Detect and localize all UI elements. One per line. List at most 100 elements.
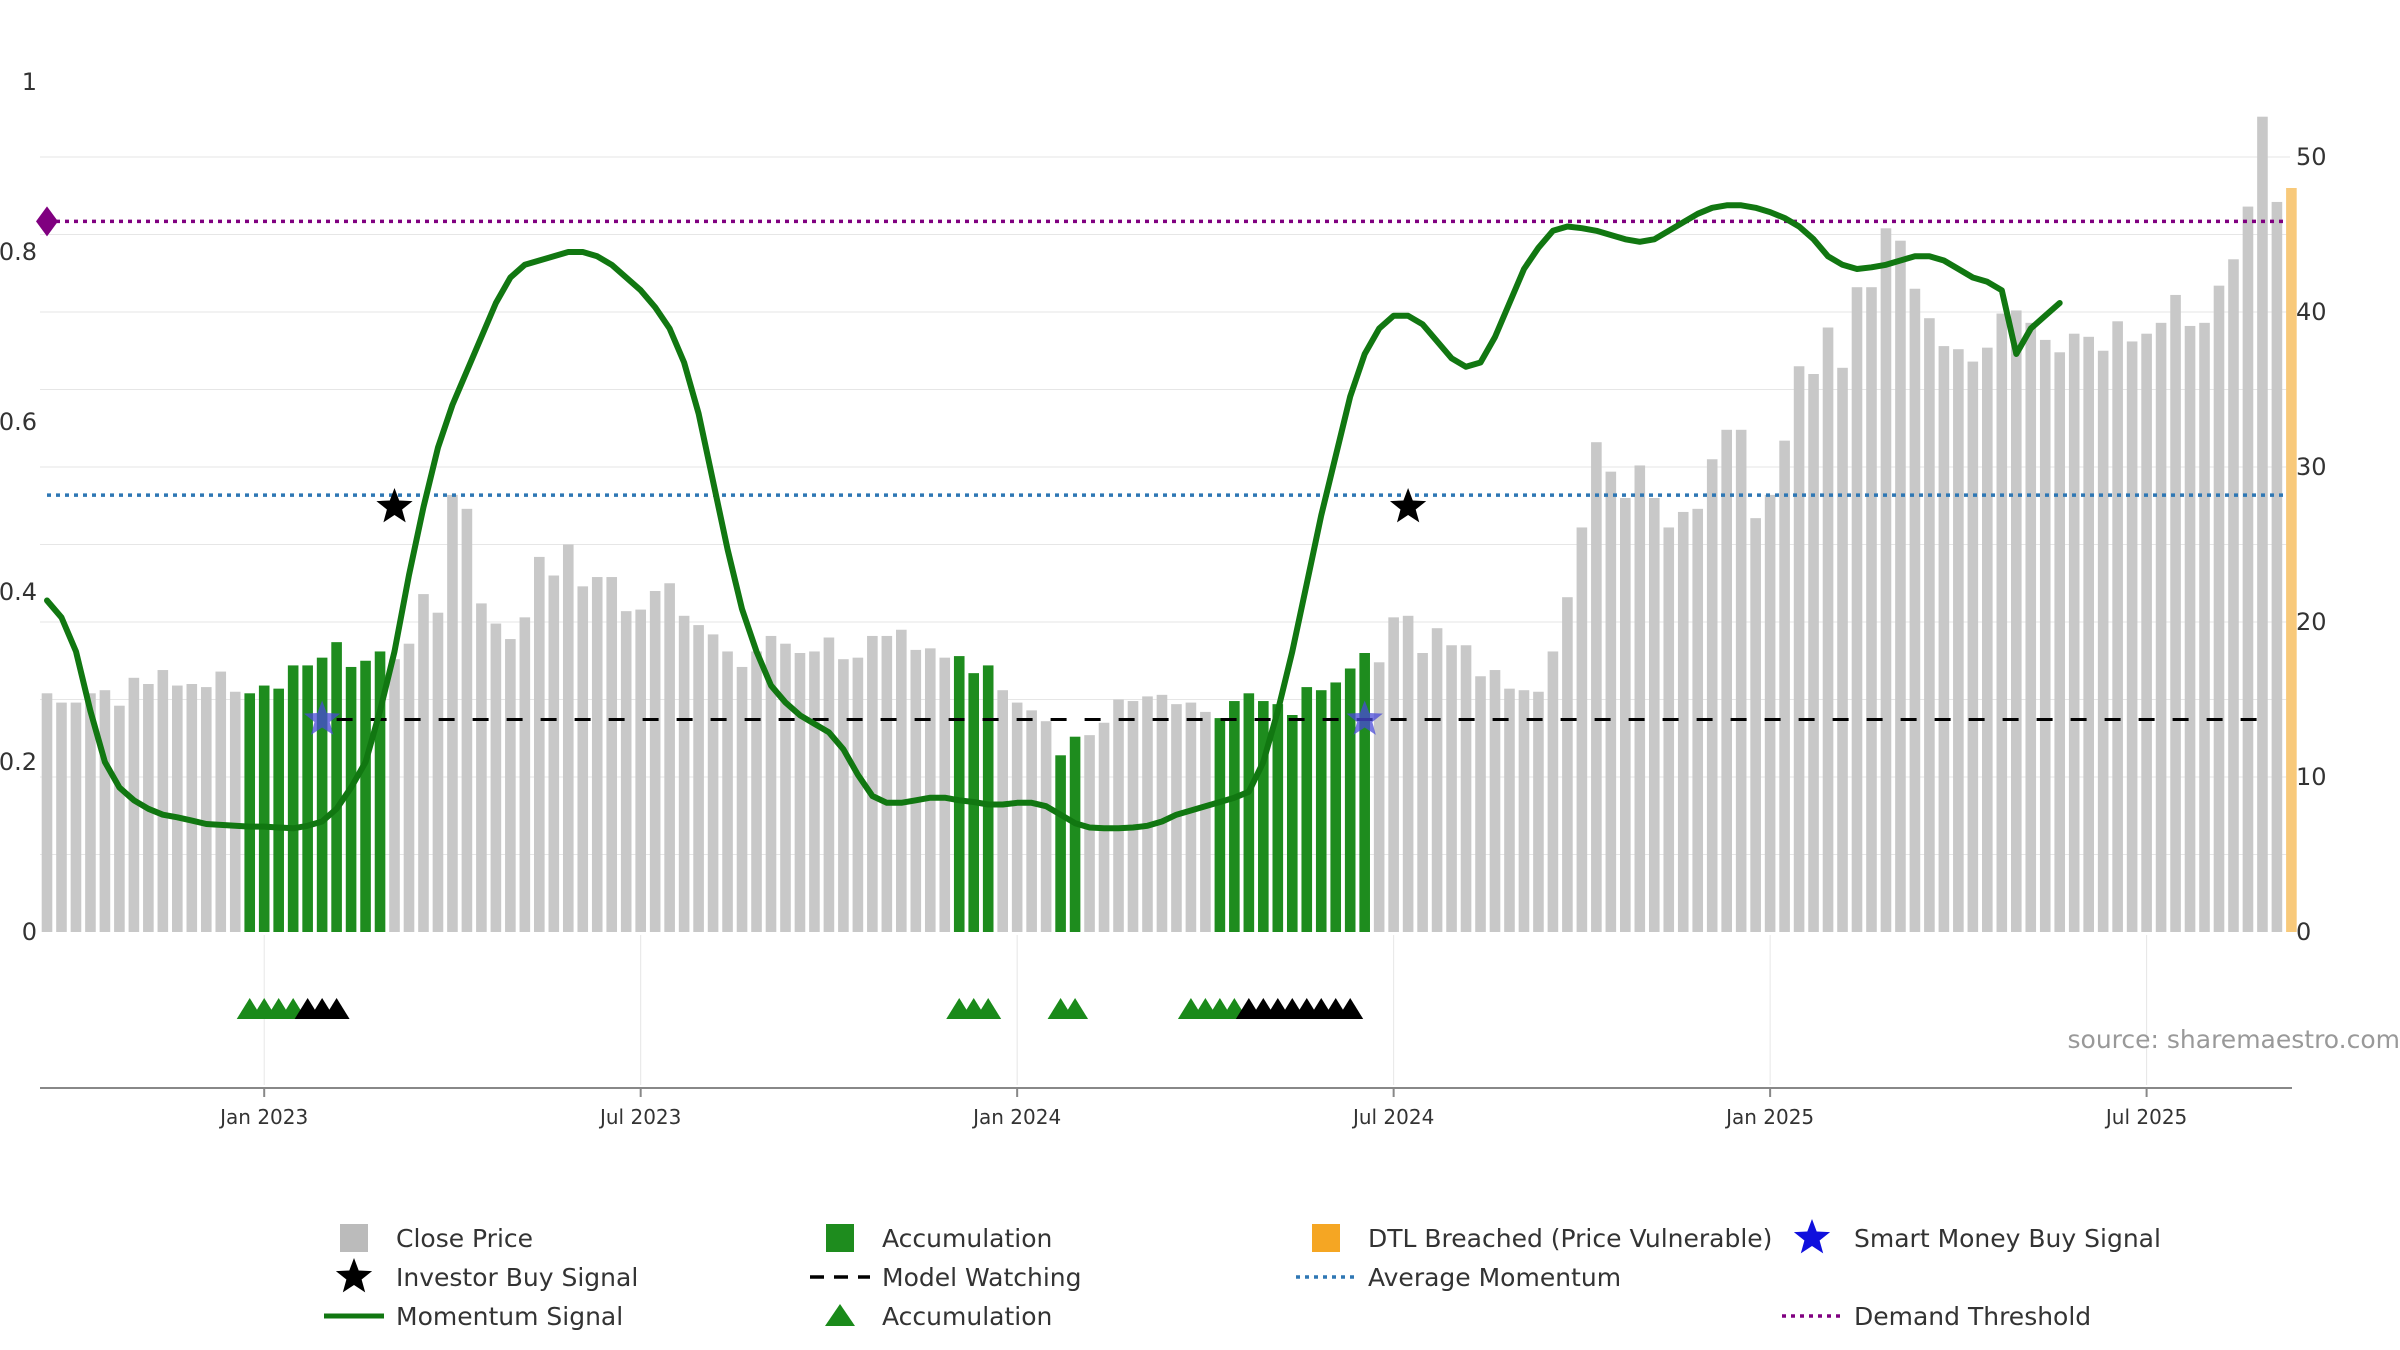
close-price-bar	[519, 617, 531, 932]
close-price-bar	[2112, 321, 2123, 932]
close-price-bar	[447, 494, 458, 932]
close-price-bar	[1460, 645, 1472, 932]
close-price-bar	[1084, 735, 1095, 932]
close-price-bar	[1706, 459, 1718, 932]
close-price-bar	[1402, 615, 1414, 932]
investor-buy-star	[1390, 488, 1427, 523]
close-price-bar	[1938, 346, 1950, 933]
close-price-bar	[2126, 341, 2138, 932]
accumulation-bar	[1330, 682, 1342, 932]
demand-threshold-marker	[36, 206, 58, 237]
close-price-bar	[1924, 318, 1935, 932]
close-price-bar	[2155, 322, 2167, 933]
legend-item: Accumulation	[826, 1224, 1052, 1253]
right-axis-tick-label: 50	[2296, 143, 2327, 171]
left-axis-tick-label: 0.4	[0, 578, 37, 606]
left-axis-tick-label: 0.8	[0, 238, 37, 266]
left-axis-tick-label: 0	[22, 918, 37, 946]
close-price-bar	[1562, 597, 1573, 932]
close-price-bar	[1648, 498, 1660, 932]
accumulation-bar	[1243, 693, 1255, 932]
legend-item: Accumulation	[825, 1302, 1052, 1331]
signal-markers	[304, 488, 1427, 735]
accumulation-bar	[374, 651, 386, 932]
accumulation-bar	[1069, 736, 1081, 932]
close-price-bar	[2213, 285, 2225, 932]
close-price-bar	[867, 635, 878, 932]
close-price-bar	[2170, 294, 2181, 932]
close-price-bar	[2054, 352, 2066, 932]
legend-item: Demand Threshold	[1782, 1302, 2091, 1331]
right-axis-tick-label: 0	[2296, 918, 2311, 946]
accumulation-bar	[1344, 668, 1356, 932]
close-price-bar	[41, 693, 53, 932]
close-price-bar	[635, 609, 646, 932]
close-price-bar	[707, 634, 719, 932]
legend-swatch	[1312, 1224, 1340, 1252]
accumulation-bar	[1229, 701, 1240, 932]
close-price-bar	[577, 586, 589, 932]
close-price-bar	[1591, 442, 1602, 932]
right-axis-tick-label: 20	[2296, 608, 2327, 636]
close-price-bar	[1808, 374, 1819, 932]
close-price-bar	[852, 657, 864, 932]
reference-lines	[36, 206, 2285, 721]
legend-item: Smart Money Buy Signal	[1793, 1219, 2161, 1254]
close-price-bar	[2083, 336, 2094, 932]
close-price-bar	[1518, 690, 1530, 932]
close-price-bar	[1171, 704, 1182, 932]
close-price-bar	[2010, 310, 2022, 932]
right-axis-tick-label: 10	[2296, 763, 2327, 791]
close-price-bar	[1547, 651, 1559, 932]
accumulation-bar	[1258, 701, 1269, 932]
accumulation-bar	[331, 642, 342, 932]
legend: Close Price Investor Buy Signal Momentum S…	[324, 1219, 2161, 1331]
close-price-bar	[1982, 347, 1993, 932]
investor-buy-star	[376, 488, 413, 523]
close-price-bar	[1634, 465, 1646, 932]
close-price-bar	[1113, 699, 1124, 932]
close-price-bar	[1026, 710, 1037, 932]
accumulation-bar	[1214, 718, 1226, 932]
price-bars	[41, 116, 2297, 933]
close-price-bar	[1504, 688, 1515, 932]
legend-label: Close Price	[396, 1224, 533, 1253]
legend-label: Accumulation	[882, 1224, 1052, 1253]
close-price-bar	[2068, 333, 2080, 932]
legend-label: Average Momentum	[1368, 1263, 1621, 1292]
close-price-bar	[1880, 228, 1892, 933]
close-price-bar	[56, 702, 67, 932]
close-price-bar	[461, 508, 473, 932]
left-axis-tick-label: 0.2	[0, 748, 37, 776]
close-price-bar	[1489, 670, 1501, 932]
dtl-breached-bar	[2286, 188, 2297, 932]
legend-label: Model Watching	[882, 1263, 1082, 1292]
close-price-bar	[548, 575, 560, 932]
close-price-bar	[1011, 702, 1023, 932]
x-axis-tick-label: Jan 2023	[218, 1105, 308, 1129]
accumulation-triangle-black	[1337, 998, 1364, 1019]
x-axis-tick-label: Jul 2024	[1351, 1105, 1434, 1129]
legend-star-icon	[335, 1258, 373, 1293]
close-price-bar	[476, 603, 487, 932]
accumulation-bar	[1272, 704, 1284, 932]
close-price-bar	[1576, 527, 1588, 932]
legend-item: Investor Buy Signal	[335, 1258, 638, 1293]
close-price-bar	[2025, 322, 2037, 933]
close-price-bar	[200, 687, 212, 932]
accumulation-triangle	[975, 998, 1002, 1019]
close-price-bar	[1967, 361, 1979, 933]
close-price-bar	[664, 583, 675, 932]
accumulation-bar	[1359, 653, 1370, 932]
accumulation-bar	[360, 660, 371, 932]
legend-swatch	[826, 1224, 854, 1252]
close-price-bar	[2228, 259, 2239, 932]
close-price-bar	[809, 651, 820, 932]
close-price-bar	[1156, 694, 1168, 932]
close-price-bar	[1040, 721, 1052, 932]
close-price-bar	[2271, 201, 2283, 932]
close-price-bar	[1417, 653, 1428, 932]
legend-item: Momentum Signal	[324, 1302, 623, 1331]
x-axis-tick-label: Jan 2024	[971, 1105, 1061, 1129]
